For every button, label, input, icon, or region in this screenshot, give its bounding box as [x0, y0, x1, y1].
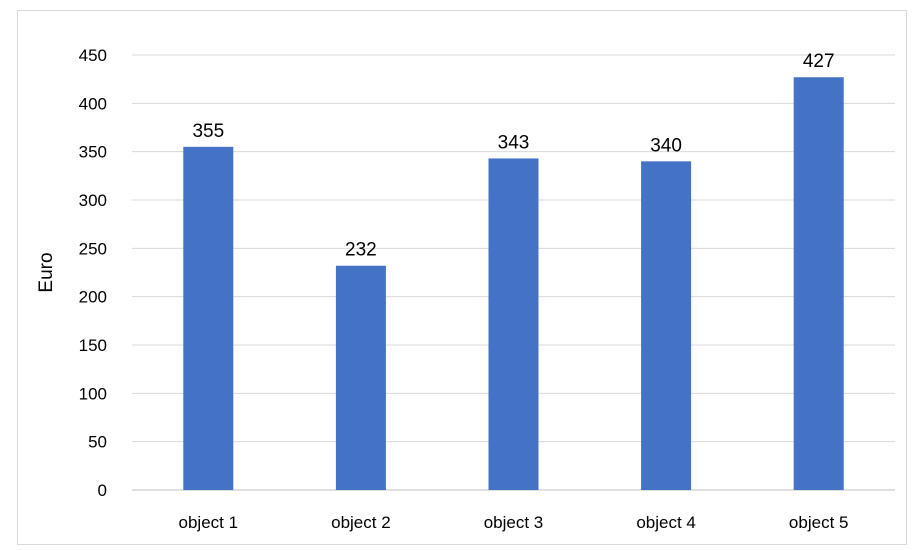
data-label: 232 [345, 240, 377, 261]
x-tick-label: object 2 [331, 513, 391, 532]
chart-frame [17, 10, 907, 545]
bar [641, 161, 692, 491]
y-tick-label: 300 [79, 191, 107, 210]
bar [793, 77, 844, 490]
data-label: 355 [192, 121, 224, 142]
y-tick-label: 350 [79, 143, 107, 162]
data-label: 340 [650, 135, 682, 156]
x-tick-label: object 1 [179, 513, 239, 532]
y-tick-label: 450 [79, 46, 107, 65]
data-label: 343 [498, 132, 530, 153]
x-tick-label: object 4 [636, 513, 696, 532]
y-tick-label: 100 [79, 384, 107, 403]
data-label: 427 [803, 51, 835, 72]
y-axis-title: Euro [36, 252, 57, 292]
gridlines [132, 54, 895, 491]
y-tick-label: 150 [79, 336, 107, 355]
x-tick-labels: object 1 object 2 object 3 object 4 object 5 [179, 513, 849, 532]
bar [488, 158, 539, 490]
y-tick-label: 200 [79, 288, 107, 307]
data-labels: 355 232 343 340 427 [192, 51, 834, 261]
y-tick-label: 400 [79, 94, 107, 113]
y-tick-label: 0 [98, 481, 107, 500]
bar [183, 146, 234, 491]
y-tick-labels: 0 50 100 150 200 250 300 350 400 450 [79, 46, 107, 500]
y-tick-label: 50 [88, 433, 107, 452]
bars [183, 77, 844, 491]
bar [335, 265, 386, 490]
x-tick-label: object 3 [484, 513, 544, 532]
x-tick-label: object 5 [789, 513, 849, 532]
y-tick-label: 250 [79, 239, 107, 258]
